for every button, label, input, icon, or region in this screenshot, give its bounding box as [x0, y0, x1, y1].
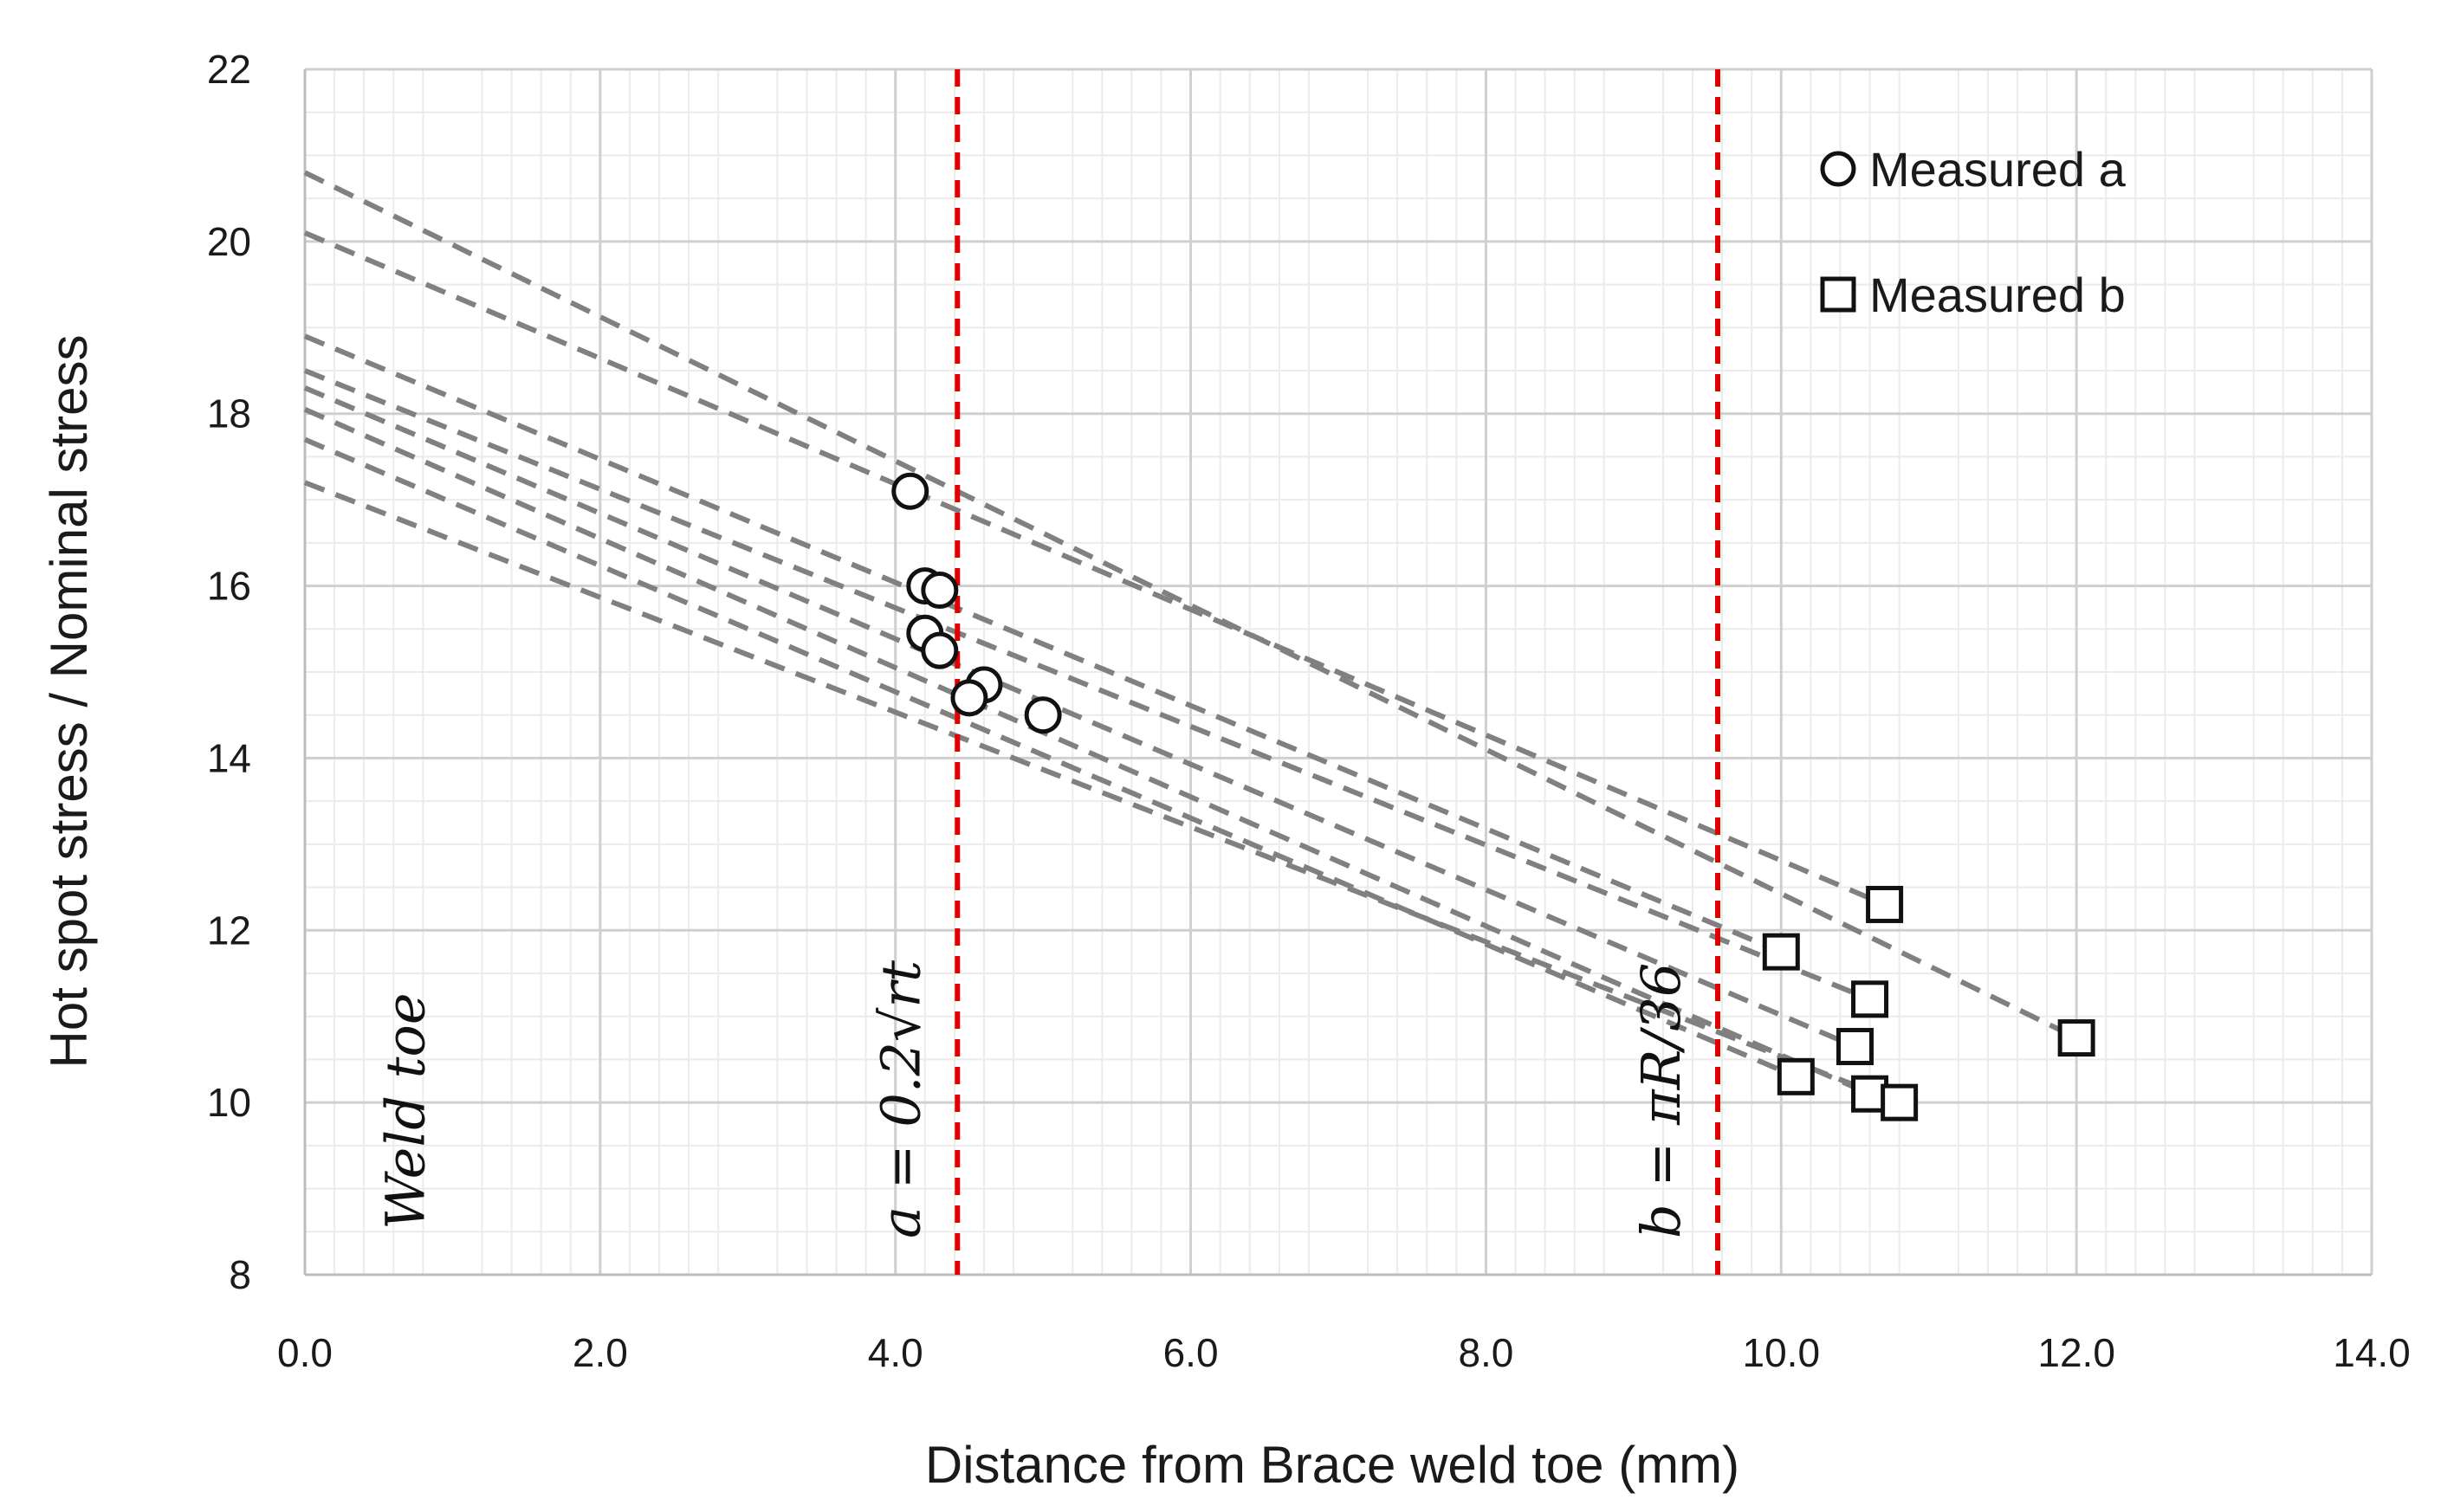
marker-measured-b — [1881, 1083, 1919, 1121]
y-tick-label: 22 — [207, 47, 251, 92]
y-tick-label: 10 — [207, 1080, 251, 1125]
extrapolation-line — [303, 385, 1856, 1050]
extrapolation-line — [303, 480, 1900, 1105]
extrapolation-line — [303, 368, 1871, 1002]
legend-label: Measured a — [1869, 142, 2127, 197]
marker-measured-b — [1836, 1028, 1874, 1066]
extrapolation-line — [303, 406, 1871, 1096]
marker-measured-b — [1777, 1057, 1815, 1095]
marker-measured-a — [921, 572, 959, 610]
legend-marker-circle — [1820, 151, 1856, 187]
x-tick-label: 0.0 — [277, 1330, 333, 1375]
y-tick-label: 18 — [207, 391, 251, 436]
marker-measured-b — [1866, 885, 1904, 923]
y-tick-label: 8 — [229, 1252, 251, 1297]
x-axis-title: Distance from Brace weld toe (mm) — [925, 1436, 1739, 1494]
x-tick-label: 2.0 — [573, 1330, 628, 1375]
legend-marker-square — [1820, 276, 1856, 313]
y-tick-label: 16 — [207, 564, 251, 609]
y-tick-label: 14 — [207, 735, 251, 780]
extrapolation-lines — [303, 170, 2078, 1105]
x-tick-label: 6.0 — [1163, 1330, 1219, 1375]
extrapolation-line — [303, 436, 1797, 1080]
reference-line-label: b = πR/36 — [1629, 963, 1693, 1238]
minor-gridlines — [305, 69, 2372, 1275]
marker-measured-a — [950, 679, 988, 717]
x-axis-ticks: 0.0 2.0 4.0 6.0 8.0 10.0 12.0 14.0 — [277, 1330, 2411, 1375]
marker-measured-a — [1024, 696, 1062, 734]
marker-measured-b — [1851, 980, 1889, 1018]
y-tick-label: 20 — [207, 219, 251, 264]
weld-toe-annotation: Weld toe — [374, 992, 437, 1230]
legend-label: Measured b — [1869, 268, 2126, 322]
x-tick-label: 12.0 — [2037, 1330, 2115, 1375]
x-tick-label: 4.0 — [868, 1330, 923, 1375]
marker-measured-b — [1762, 933, 1800, 971]
y-axis-ticks: 8 10 12 14 16 18 20 22 — [207, 47, 251, 1297]
major-gridlines — [305, 68, 2373, 1275]
extrapolation-line — [303, 230, 1886, 908]
marker-measured-a — [891, 472, 929, 510]
annotations: a = 0.2√rt b = πR/36 Weld toe — [374, 960, 1693, 1238]
reference-line-label: a = 0.2√rt — [869, 960, 932, 1238]
x-tick-label: 14.0 — [2333, 1330, 2411, 1375]
y-tick-label: 12 — [207, 908, 251, 953]
x-tick-label: 8.0 — [1458, 1330, 1513, 1375]
legend: Measured a Measured b — [1820, 142, 2127, 322]
marker-measured-b — [2057, 1019, 2095, 1057]
data-markers — [891, 472, 2095, 1121]
y-axis-title: Hot spot stress / Nominal stress — [40, 335, 98, 1069]
reference-lines — [955, 69, 1721, 1275]
axes — [303, 69, 2372, 1276]
extrapolation-line — [303, 333, 1783, 954]
marker-measured-a — [921, 631, 959, 669]
x-tick-label: 10.0 — [1743, 1330, 1821, 1375]
